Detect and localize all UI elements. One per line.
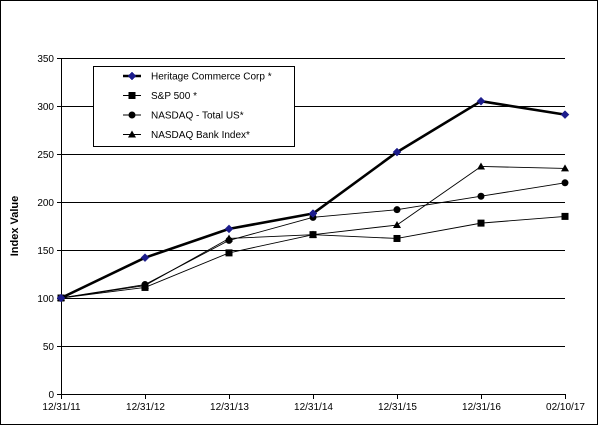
x-tick-label: 12/31/14: [294, 402, 333, 413]
data-point: [392, 147, 402, 157]
x-tick-label: 12/31/15: [378, 402, 417, 413]
data-point: [561, 164, 569, 172]
data-point: [56, 293, 66, 303]
y-tick-label: 300: [37, 102, 54, 113]
data-point: [560, 110, 570, 119]
data-point: [309, 230, 317, 238]
legend-box: [93, 66, 295, 147]
legend-marker: [127, 71, 137, 81]
data-point: [225, 249, 233, 257]
x-tick-label: 12/31/13: [210, 402, 249, 413]
data-point: [140, 253, 150, 263]
data-point: [224, 224, 234, 234]
y-tick-label: 200: [37, 198, 54, 209]
data-point: [561, 179, 569, 187]
y-tick-label: 150: [37, 246, 54, 257]
x-tick-label: 02/10/17: [546, 402, 585, 413]
data-point: [561, 212, 569, 220]
data-point: [476, 96, 486, 106]
legend-entry: Heritage Commerce Corp *: [151, 72, 272, 83]
y-tick-label: 50: [43, 342, 55, 353]
data-point: [393, 221, 401, 229]
data-point: [477, 219, 485, 227]
y-tick-label: 0: [48, 390, 54, 401]
legend-marker: [128, 130, 136, 138]
legend-entry: NASDAQ - Total US*: [151, 111, 244, 122]
y-axis-title: Index Value: [9, 196, 21, 257]
data-point: [477, 162, 485, 170]
y-tick-label: 250: [37, 150, 54, 161]
legend-entry: S&P 500 *: [151, 91, 197, 102]
data-point: [141, 281, 149, 289]
x-tick-label: 12/31/11: [42, 402, 81, 413]
y-tick-label: 100: [37, 294, 54, 305]
legend-marker: [128, 111, 136, 119]
data-point: [393, 206, 401, 214]
data-point: [477, 192, 485, 200]
y-tick-label: 350: [37, 54, 54, 65]
legend-marker: [128, 92, 136, 99]
data-point: [308, 209, 318, 218]
data-point: [225, 234, 233, 242]
x-tick-label: 12/31/12: [126, 402, 165, 413]
data-point: [393, 234, 401, 242]
x-tick-label: 12/31/16: [462, 402, 501, 413]
legend-entry: NASDAQ Bank Index*: [151, 130, 250, 141]
